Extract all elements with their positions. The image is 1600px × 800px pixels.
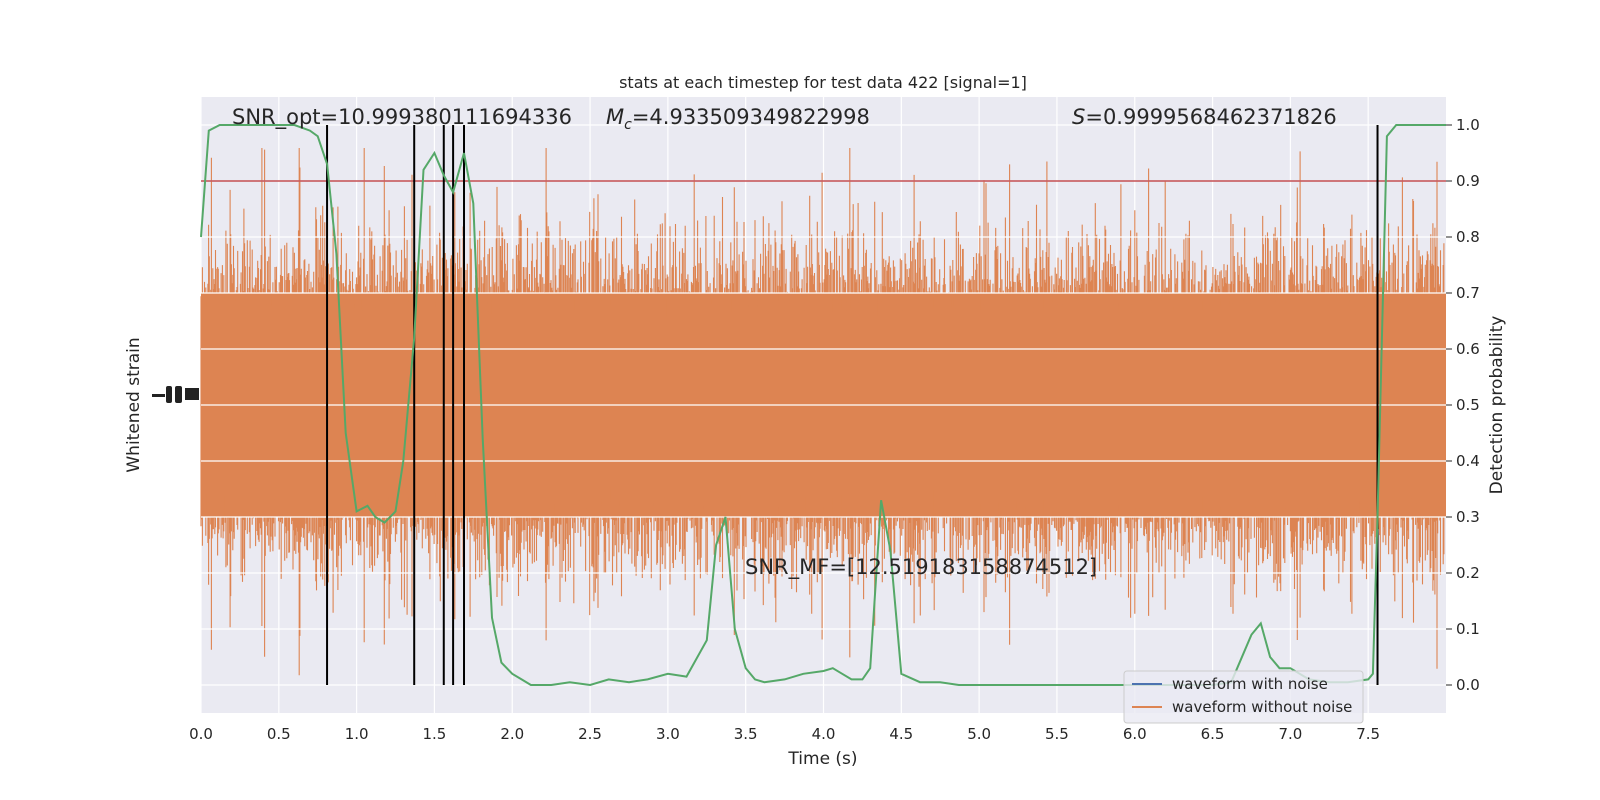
x-tick-label: 0.5 bbox=[267, 725, 291, 743]
x-tick-label: 2.5 bbox=[578, 725, 602, 743]
x-tick-label: 4.5 bbox=[889, 725, 913, 743]
x-tick-label: 6.5 bbox=[1201, 725, 1225, 743]
x-tick-label: 1.5 bbox=[423, 725, 447, 743]
snr-mf-annotation: SNR_MF=[12.519183158874512] bbox=[745, 555, 1097, 580]
chart-title: stats at each timestep for test data 422… bbox=[619, 73, 1027, 92]
chirp-mass-symbol: M bbox=[606, 105, 624, 129]
x-tick-labels: 0.0 0.5 1.0 1.5 2.0 2.5 3.0 3.5 4.0 4.5 5.0 5.5 6.0 6… bbox=[189, 725, 1380, 743]
detection-markers bbox=[326, 125, 1379, 685]
chirp-mass-value: =4.933509349822998 bbox=[632, 105, 870, 129]
s-symbol: S bbox=[1072, 105, 1085, 129]
x-tick-label: 7.5 bbox=[1356, 725, 1380, 743]
y-axis-label-left: Whitened strain bbox=[124, 337, 144, 472]
left-axis-clutter bbox=[152, 386, 199, 403]
y-tick-label: 0.2 bbox=[1456, 564, 1480, 582]
legend-box bbox=[1123, 670, 1364, 724]
y-tick-label: 0.5 bbox=[1456, 396, 1480, 414]
x-tick-label: 0.0 bbox=[189, 725, 213, 743]
x-tick-label: 3.5 bbox=[734, 725, 758, 743]
s-annotation: S=0.9999568462371826 bbox=[1072, 105, 1337, 129]
y-tick-label: 0.6 bbox=[1456, 340, 1480, 358]
y-tick-label: 0.1 bbox=[1456, 620, 1480, 638]
x-tick-label: 5.0 bbox=[967, 725, 991, 743]
y-tick-label: 0.4 bbox=[1456, 452, 1480, 470]
x-tick-label: 5.5 bbox=[1045, 725, 1069, 743]
y-tick-label: 0.3 bbox=[1456, 508, 1480, 526]
x-tick-label: 1.0 bbox=[345, 725, 369, 743]
chirp-mass-subscript: c bbox=[624, 117, 632, 133]
legend: waveform with noise waveform without noi… bbox=[1123, 670, 1364, 724]
probability-line bbox=[200, 124, 1446, 687]
y-axis-label-right: Detection probability bbox=[1487, 316, 1507, 495]
x-tick-label: 7.0 bbox=[1278, 725, 1302, 743]
x-tick-label: 6.0 bbox=[1123, 725, 1147, 743]
legend-label-with-noise: waveform with noise bbox=[1172, 675, 1328, 693]
y-tick-labels: 0.0 0.1 0.2 0.3 0.4 0.5 0.6 0.7 0.8 0.9 1.0 bbox=[1446, 116, 1480, 694]
x-tick-label: 4.0 bbox=[812, 725, 836, 743]
chirp-mass-annotation: Mc=4.933509349822998 bbox=[606, 105, 870, 133]
legend-label-without-noise: waveform without noise bbox=[1172, 698, 1352, 716]
strain-spikes bbox=[200, 148, 1446, 676]
probability-series bbox=[200, 124, 1446, 687]
y-tick-label: 0.0 bbox=[1456, 676, 1480, 694]
x-tick-label: 3.0 bbox=[656, 725, 680, 743]
y-tick-label: 0.9 bbox=[1456, 172, 1480, 190]
x-tick-label: 2.0 bbox=[500, 725, 524, 743]
x-axis-label: Time (s) bbox=[787, 749, 857, 769]
y-tick-label: 0.7 bbox=[1456, 284, 1480, 302]
y-tick-label: 1.0 bbox=[1456, 116, 1480, 134]
s-value: =0.9999568462371826 bbox=[1085, 105, 1336, 129]
y-tick-label: 0.8 bbox=[1456, 228, 1480, 246]
snr-opt-annotation: SNR_opt=10.999380111694336 bbox=[232, 105, 572, 130]
